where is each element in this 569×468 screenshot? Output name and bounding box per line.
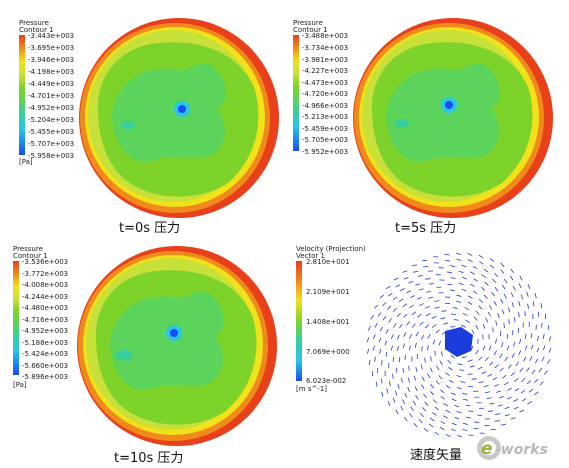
color-legend-bar	[19, 35, 25, 155]
legend-tick: -3.734e+003	[302, 44, 348, 52]
caption-t0: t=0s 压力	[119, 217, 180, 236]
legend-tick: -4.701e+003	[28, 92, 74, 100]
legend-tick: -5.958e+003	[28, 152, 74, 160]
legend-tick: -4.198e+003	[28, 68, 74, 76]
velocity-panel: Velocity (Projection) Vector 1 2.810e+00…	[285, 235, 569, 467]
pressure-contour-plot	[76, 245, 278, 447]
legend-tick: -5.705e+003	[302, 136, 348, 144]
velocity-vector-arrow	[382, 378, 383, 383]
legend-tick: -3.981e+003	[302, 56, 348, 64]
legend-tick: -5.424e+003	[22, 350, 68, 358]
pressure-panel-t5: Pressure Contour 1 -3.488e+003 -3.734e+0…	[285, 0, 569, 235]
legend-tick: 7.069e+000	[306, 348, 350, 356]
e-works-logo: e -works	[475, 432, 567, 468]
legend-tick: -5.660e+003	[22, 362, 68, 370]
legend-tick: -3.536e+003	[22, 258, 68, 266]
velocity-vector-arrow	[429, 284, 434, 285]
legend-tick: -3.695e+003	[28, 44, 74, 52]
legend-tick: -4.473e+003	[302, 79, 348, 87]
caption-t5: t=5s 压力	[395, 217, 456, 236]
legend-tick: -4.008e+003	[22, 281, 68, 289]
velocity-vector-arrow	[514, 317, 515, 322]
legend-tick: -4.449e+003	[28, 80, 74, 88]
legend-tick: -5.204e+003	[28, 116, 74, 124]
legend-tick: -4.720e+003	[302, 90, 348, 98]
svg-text:e: e	[481, 439, 493, 459]
velocity-vector-plot	[361, 247, 557, 443]
pressure-panel-t0: Pressure Contour 1 -3.443e+003 -3.695e+0…	[0, 0, 285, 235]
legend-tick: -4.244e+003	[22, 293, 68, 301]
legend-tick: 2.109e+001	[306, 288, 350, 296]
color-legend-bar	[293, 35, 299, 151]
legend-tick: -5.213e+003	[302, 113, 348, 121]
velocity-vector-arrow	[450, 327, 455, 328]
legend-tick: -4.966e+003	[302, 102, 348, 110]
legend-tick: 2.810e+001	[306, 258, 350, 266]
pressure-panel-t10: Pressure Contour 1 -3.536e+003 -3.772e+0…	[0, 235, 285, 467]
legend-tick: -3.488e+003	[302, 32, 348, 40]
pressure-contour-plot	[78, 17, 280, 219]
caption-velocity: 速度矢量	[410, 444, 462, 463]
legend-tick: -4.952e+003	[22, 327, 68, 335]
color-legend-bar	[13, 261, 19, 375]
legend-tick: -4.227e+003	[302, 67, 348, 75]
color-legend-bar	[296, 261, 302, 381]
legend-tick: -4.480e+003	[22, 304, 68, 312]
legend-tick: -3.443e+003	[28, 32, 74, 40]
svg-text:-works: -works	[495, 442, 548, 458]
legend-tick: -5.952e+003	[302, 148, 348, 156]
legend-tick: -5.896e+003	[22, 373, 68, 381]
legend-tick: -5.188e+003	[22, 339, 68, 347]
legend-tick: -5.459e+003	[302, 125, 348, 133]
legend-tick: 1.408e+001	[306, 318, 350, 326]
velocity-vector-arrow	[403, 368, 404, 373]
legend-tick: -4.716e+003	[22, 316, 68, 324]
legend-tick: -4.952e+003	[28, 104, 74, 112]
pressure-contour-plot	[352, 17, 554, 219]
velocity-vector-arrow	[504, 323, 505, 328]
velocity-vector-arrow	[393, 357, 394, 362]
legend-unit: [m s^-1]	[296, 385, 327, 393]
legend-tick: -5.707e+003	[28, 140, 74, 148]
caption-t10: t=10s 压力	[114, 447, 183, 466]
legend-unit: [Pa]	[19, 158, 33, 166]
legend-tick: -3.946e+003	[28, 56, 74, 64]
legend-unit: [Pa]	[13, 381, 27, 389]
legend-tick: -5.455e+003	[28, 128, 74, 136]
legend-tick: -3.772e+003	[22, 270, 68, 278]
legend-tick: 6.023e-002	[306, 377, 346, 385]
